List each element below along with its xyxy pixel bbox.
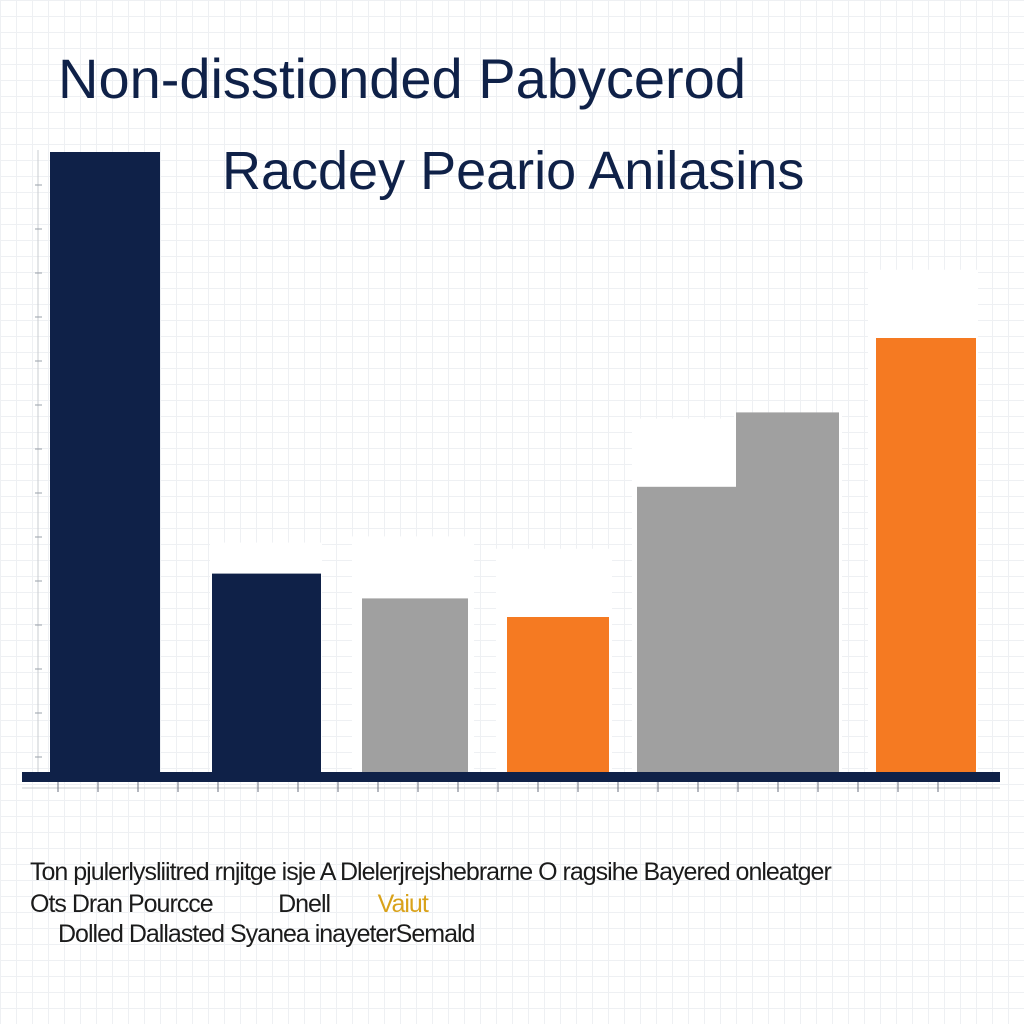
caption-line-1: Ton pjulerlysliitred rnjitge isje A Dlel… [30,858,832,886]
y-ticks [35,184,42,758]
x-ticks [57,782,939,792]
caption-text-a: Ots Dran Pourcce [30,890,214,918]
bar-7 [876,338,976,772]
caption-highlight: Vaiut [377,890,429,918]
caption-text-b: Dnell [278,890,331,918]
bar-6 [736,412,839,772]
bar-2 [212,573,321,772]
bar-3 [362,598,468,772]
chart-title: Non-disstionded Pabycerod [58,47,746,110]
chart-subtitle: Racdey Peario Anilasins [222,141,805,201]
bar-4 [507,617,609,772]
caption-line-3: Dolled Dallasted Syanea inayeterSemald [58,920,475,948]
bar-5 [637,486,740,772]
bar-chart [22,150,1000,792]
bar-1 [50,152,160,772]
x-axis-baseline [22,772,1000,782]
bar-group [50,152,976,772]
caption-line-2: Ots Dran Pourcce Dnell Vaiut [30,890,429,919]
